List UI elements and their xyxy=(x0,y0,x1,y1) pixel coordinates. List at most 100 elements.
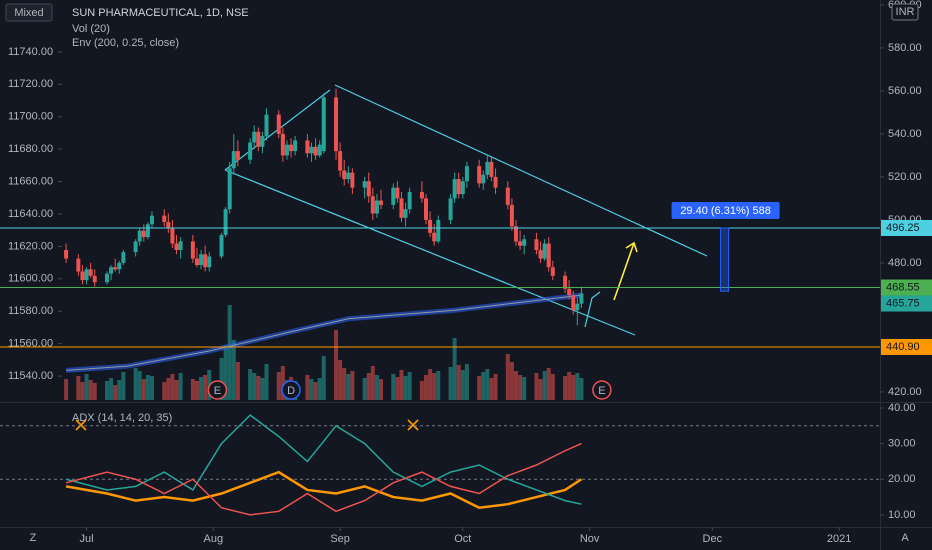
candle-body xyxy=(334,97,339,152)
envelope-basis xyxy=(66,294,582,371)
candle-body xyxy=(219,234,224,257)
candle-body xyxy=(113,267,118,270)
volume-bar xyxy=(276,372,281,400)
volume-bar xyxy=(109,378,114,400)
candle-body xyxy=(350,172,355,188)
candle-body xyxy=(149,215,154,225)
volume-bar xyxy=(92,383,97,400)
candle-body xyxy=(166,222,171,229)
volume-bar xyxy=(203,375,208,400)
candle-body xyxy=(346,172,351,180)
volume-bar xyxy=(489,378,494,400)
y2-tick-label: 11620.00 xyxy=(8,240,53,252)
price-level-box xyxy=(881,279,932,296)
currency: INR xyxy=(896,6,915,18)
measure-label: 29.40 (6.31%) 588 xyxy=(680,205,771,217)
candle-body xyxy=(199,254,204,266)
candle-body xyxy=(92,275,97,283)
volume-bar xyxy=(162,382,167,400)
candle-body xyxy=(280,133,285,156)
y2-tick-label: 11720.00 xyxy=(8,78,53,90)
measure-range xyxy=(720,227,730,292)
volume-bar xyxy=(546,368,551,400)
candle-body xyxy=(481,174,486,184)
mode[interactable]: Mixed xyxy=(14,7,43,19)
volume-bar xyxy=(141,379,146,400)
candle-body xyxy=(109,267,114,274)
candle-body xyxy=(395,187,400,199)
y2-tick-label: 11600.00 xyxy=(8,273,53,285)
candle-body xyxy=(448,198,453,220)
volume-bar xyxy=(391,374,396,400)
candle-body xyxy=(162,215,167,223)
event-label: E xyxy=(214,385,221,397)
candle-body xyxy=(203,254,208,268)
price-level-box xyxy=(881,338,932,355)
y2-tick-label: 11700.00 xyxy=(8,111,53,123)
y-tick-label: 580.00 xyxy=(888,42,922,54)
volume-bar xyxy=(219,358,224,400)
volume-bar xyxy=(407,372,412,400)
candle-body xyxy=(248,142,253,160)
corner-icon[interactable]: A xyxy=(901,532,909,544)
volume-bar xyxy=(571,375,576,400)
volume-bar xyxy=(448,367,453,400)
volume-bar xyxy=(223,345,228,400)
volume-bar xyxy=(174,380,179,400)
volume-bar xyxy=(379,379,384,400)
candle-body xyxy=(362,181,367,188)
channel-line xyxy=(584,291,601,328)
candle-body xyxy=(121,252,126,263)
volume-bar xyxy=(428,369,433,400)
volume-bar xyxy=(166,378,171,400)
adx-title: ADX (14, 14, 20, 35) xyxy=(72,412,172,424)
volume-bar xyxy=(477,376,482,400)
corner-icon[interactable]: Z xyxy=(30,532,37,544)
volume-bar xyxy=(280,366,285,400)
candle-body xyxy=(133,241,138,253)
volume-bar xyxy=(88,380,93,400)
y-tick-label: 10.00 xyxy=(888,509,916,521)
candle-body xyxy=(76,258,81,272)
volume-bar xyxy=(513,371,518,400)
candle-body xyxy=(489,161,494,177)
candle-body xyxy=(223,209,228,235)
candle-body xyxy=(550,267,555,276)
mode-box[interactable] xyxy=(5,3,53,22)
candle-body xyxy=(84,269,89,281)
candle-body xyxy=(563,275,568,289)
volume-bar xyxy=(194,381,199,400)
volume-bar xyxy=(121,372,126,400)
candle-body xyxy=(321,97,326,152)
candle-body xyxy=(477,166,482,184)
cross-marker xyxy=(75,419,419,431)
volume-bar xyxy=(178,373,183,400)
volume-bar xyxy=(370,366,375,400)
candle-body xyxy=(399,198,404,218)
volume-bar xyxy=(579,378,584,400)
candle-body xyxy=(235,151,240,160)
volume-bar xyxy=(199,377,204,400)
y-tick-label: 40.00 xyxy=(888,402,916,414)
volume-bar xyxy=(567,372,572,400)
candle-body xyxy=(534,239,539,251)
volume-bar xyxy=(84,374,89,400)
candle-body xyxy=(64,250,69,259)
volume-bar xyxy=(509,362,514,400)
volume-bar xyxy=(334,330,339,400)
measure-box xyxy=(671,201,780,219)
volume-bar xyxy=(575,373,580,400)
event-marker xyxy=(592,380,612,400)
y-tick-label: 30.00 xyxy=(888,438,916,450)
candle-body xyxy=(509,204,514,227)
candle-body xyxy=(456,179,461,195)
volume-bar xyxy=(264,364,269,400)
y-tick-label: 560.00 xyxy=(888,85,922,97)
volume-bar xyxy=(399,370,404,400)
volume-bar xyxy=(432,373,437,400)
candle-body xyxy=(227,168,232,210)
candle-body xyxy=(190,241,195,259)
arrow-head xyxy=(625,241,638,253)
volume-bar xyxy=(452,338,457,400)
